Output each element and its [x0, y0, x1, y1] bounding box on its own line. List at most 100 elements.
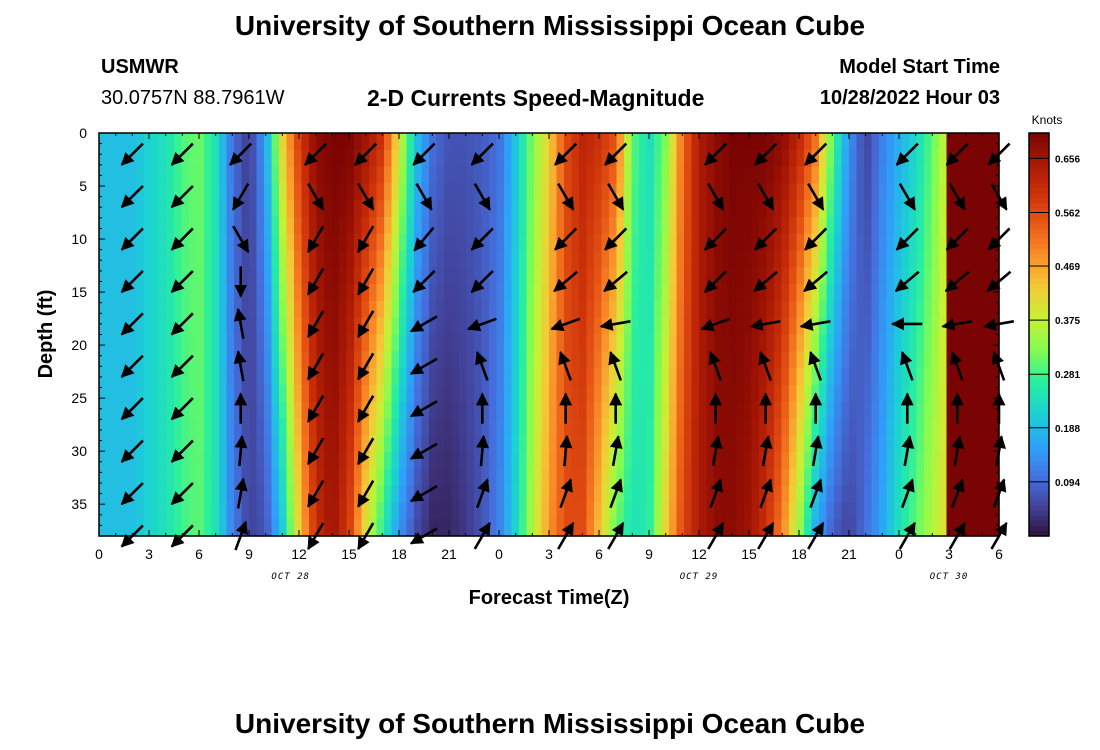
heatmap-cell: [849, 401, 858, 420]
heatmap-cell: [639, 300, 648, 319]
heatmap-cell: [631, 519, 640, 537]
heatmap-cell: [654, 368, 663, 386]
current-arrow: [707, 182, 725, 211]
heatmap-cell: [406, 502, 415, 520]
heatmap-cell: [406, 133, 415, 151]
colorbar-frame: [1028, 132, 1050, 537]
heatmap-cell: [984, 216, 993, 235]
heatmap-cell: [931, 133, 940, 151]
heatmap-cell: [324, 183, 333, 201]
heatmap-cell: [946, 519, 955, 537]
heatmap-cell: [301, 468, 310, 487]
heatmap-cell: [931, 384, 940, 403]
heatmap-cell: [99, 183, 108, 201]
colorbar-segment: [1029, 183, 1049, 190]
heatmap-cell: [106, 418, 115, 436]
heatmap-cell: [939, 250, 948, 268]
heatmap-cell: [721, 384, 730, 403]
heatmap-cell: [616, 133, 625, 151]
heatmap-cell: [166, 200, 175, 218]
current-arrow: [357, 225, 375, 254]
heatmap-cell: [781, 401, 790, 420]
heatmap-cell: [879, 401, 888, 420]
heatmap-cell: [481, 418, 490, 436]
heatmap-cell: [541, 183, 550, 201]
heatmap-cell: [361, 334, 370, 352]
heatmap-cell: [819, 284, 828, 302]
heatmap-cell: [324, 267, 333, 285]
heatmap-cell: [414, 183, 423, 201]
heatmap-cell: [976, 183, 985, 201]
heatmap-cell: [361, 133, 370, 151]
heatmap-cell: [586, 233, 595, 252]
heatmap-cell: [346, 133, 355, 151]
heatmap-cell: [796, 401, 805, 420]
heatmap-cell: [804, 183, 813, 201]
heatmap-cell: [789, 284, 798, 302]
heatmap-cell: [346, 216, 355, 235]
heatmap-cell: [961, 519, 970, 537]
heatmap-cell: [286, 485, 295, 504]
heatmap-cell: [841, 468, 850, 487]
heatmap-cell: [354, 418, 363, 436]
heatmap-cell: [849, 216, 858, 235]
heatmap-cell: [474, 502, 483, 520]
heatmap-cell: [894, 519, 903, 537]
heatmap-cell: [316, 183, 325, 201]
heatmap-cell: [511, 183, 520, 201]
heatmap-cell: [849, 334, 858, 352]
heatmap-cell: [174, 502, 183, 520]
heatmap-cell: [676, 401, 685, 420]
heatmap-cell: [339, 502, 348, 520]
heatmap-cell: [939, 284, 948, 302]
heatmap-cell: [429, 183, 438, 201]
heatmap-cell: [136, 216, 145, 235]
heatmap-cell: [586, 166, 595, 184]
colorbar-segment: [1029, 339, 1049, 346]
heatmap-cell: [151, 334, 160, 352]
heatmap-cell: [826, 435, 835, 453]
heatmap-cell: [316, 300, 325, 319]
heatmap-cell: [669, 435, 678, 453]
heatmap-cell: [264, 284, 273, 302]
heatmap-cell: [864, 250, 873, 268]
heatmap-cell: [204, 233, 213, 252]
heatmap-cell: [789, 300, 798, 319]
heatmap-cell: [384, 317, 393, 336]
heatmap-cell: [159, 200, 168, 218]
heatmap-cell: [729, 418, 738, 436]
heatmap-cell: [916, 519, 925, 537]
heatmap-cell: [961, 351, 970, 369]
heatmap-cell: [384, 468, 393, 487]
heatmap-cell: [744, 267, 753, 285]
heatmap-cell: [751, 401, 760, 420]
heatmap-cell: [519, 166, 528, 184]
heatmap-cell: [594, 418, 603, 436]
heatmap-cell: [279, 233, 288, 252]
heatmap-cell: [894, 384, 903, 403]
heatmap-cell: [909, 401, 918, 420]
heatmap-cell: [639, 384, 648, 403]
heatmap-cell: [504, 351, 513, 369]
heatmap-cell: [166, 334, 175, 352]
heatmap-cell: [279, 317, 288, 336]
heatmap-cell: [339, 300, 348, 319]
heatmap-cell: [151, 149, 160, 168]
heatmap-cell: [339, 485, 348, 504]
heatmap-cell: [766, 183, 775, 201]
heatmap-cell: [444, 133, 453, 151]
heatmap-cell: [271, 401, 280, 420]
heatmap-cell: [429, 468, 438, 487]
heatmap-cell: [219, 267, 228, 285]
heatmap-cell: [384, 216, 393, 235]
heatmap-cell: [781, 267, 790, 285]
heatmap-cell: [136, 183, 145, 201]
heatmap-cell: [526, 485, 535, 504]
heatmap-cell: [721, 468, 730, 487]
heatmap-cell: [541, 452, 550, 470]
heatmap-cell: [984, 300, 993, 319]
heatmap-cell: [766, 384, 775, 403]
heatmap-cell: [894, 485, 903, 504]
heatmap-cell: [406, 452, 415, 470]
heatmap-cell: [721, 418, 730, 436]
